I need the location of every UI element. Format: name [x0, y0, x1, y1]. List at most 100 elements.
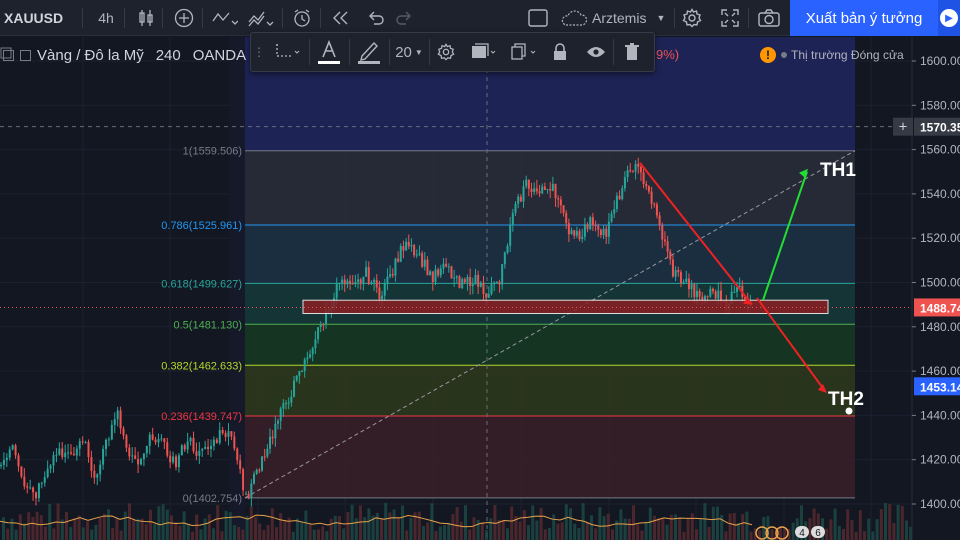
volume-bar: [115, 518, 119, 540]
fullscreen-icon[interactable]: [716, 0, 744, 36]
candle-body: [501, 264, 504, 285]
volume-bar: [191, 531, 194, 540]
play-button[interactable]: ▶: [938, 0, 960, 36]
arrow-head: [818, 384, 827, 394]
text-color-button[interactable]: [311, 33, 347, 71]
candle-body: [391, 274, 394, 276]
volume-bar: [623, 518, 627, 540]
volume-bar: [669, 514, 673, 540]
candle-body: [269, 436, 272, 449]
candle-body: [445, 263, 448, 267]
volume-bar: [220, 531, 224, 540]
candle-body: [131, 455, 134, 457]
line-color-button[interactable]: [351, 33, 387, 71]
volume-bar: [186, 523, 190, 540]
price-tick-label: 1560.00: [920, 143, 960, 157]
volume-bar: [39, 515, 43, 540]
cloud-icon: [561, 10, 588, 26]
volume-bar: [342, 528, 346, 540]
volume-bar: [611, 529, 614, 540]
candle-body: [285, 403, 288, 405]
candle-body: [738, 285, 741, 288]
template-button[interactable]: [463, 33, 503, 71]
candle-body: [490, 284, 493, 294]
price-tick-label: 1600.00: [920, 54, 960, 68]
candle-body: [341, 279, 344, 283]
volume-bar: [472, 517, 476, 540]
compare-icon[interactable]: [244, 0, 278, 36]
alert-clock-icon[interactable]: [288, 0, 316, 36]
candle-body: [581, 236, 584, 240]
trash-icon[interactable]: [617, 33, 647, 71]
candle-body: [78, 441, 81, 449]
layout-icon[interactable]: [524, 0, 552, 36]
candle-body: [570, 230, 573, 235]
candle-body: [215, 439, 218, 443]
candle-body: [277, 420, 280, 424]
user-name: Arztemis: [592, 10, 647, 26]
candle-body: [421, 253, 424, 267]
candle-body: [142, 453, 145, 460]
candle-body: [99, 464, 102, 475]
volume-bar: [724, 531, 728, 540]
volume-bar: [392, 509, 396, 540]
warning-icon[interactable]: !: [760, 47, 776, 63]
candle-body: [26, 486, 29, 488]
volume-bar: [333, 515, 337, 540]
toolbar-divider: [320, 8, 321, 28]
line-style-button[interactable]: [267, 33, 307, 71]
volume-bar: [157, 506, 161, 540]
interval-button[interactable]: 4h: [98, 10, 114, 26]
price-tick-label: 1540.00: [920, 187, 960, 201]
volume-bar: [619, 509, 623, 540]
candle-body: [373, 279, 376, 283]
settings-gear-icon[interactable]: [431, 33, 461, 71]
candle-body: [166, 442, 169, 456]
redo-icon[interactable]: [390, 0, 418, 36]
candle-body: [266, 448, 269, 457]
candle-body: [434, 269, 437, 282]
candle-body: [623, 177, 626, 189]
clone-button[interactable]: [503, 33, 543, 71]
undo-icon[interactable]: [362, 0, 390, 36]
candle-body: [453, 277, 456, 279]
drag-handle-icon[interactable]: ⋮: [253, 45, 265, 59]
replay-icon[interactable]: [326, 0, 354, 36]
event-marker-icon: [765, 526, 779, 540]
price-chart[interactable]: 1(1559.506) 0.786(1525.961) 0.618(1499.627…: [0, 37, 960, 540]
font-size-select[interactable]: 20 ▼: [391, 33, 427, 71]
add-indicator-icon[interactable]: [170, 0, 198, 36]
candle-body: [271, 436, 274, 439]
candle-body: [189, 437, 192, 442]
camera-snapshot-icon[interactable]: [754, 0, 784, 36]
volume-bar: [254, 517, 257, 540]
publish-idea-button[interactable]: Xuất bản ý tưởng: [790, 0, 938, 36]
collapse-box: [0, 47, 12, 59]
symbol-search-button[interactable]: XAUUSD: [4, 10, 64, 26]
visibility-eye-icon[interactable]: [581, 33, 611, 71]
candle-body: [148, 434, 151, 446]
price-tick-label: 1500.00: [920, 276, 960, 290]
lock-icon[interactable]: [545, 33, 575, 71]
volume-bar: [245, 515, 249, 540]
volume-bar: [451, 514, 455, 540]
settings-gear-icon[interactable]: [678, 0, 706, 36]
volume-bar: [909, 526, 913, 540]
user-cloud-button[interactable]: Arztemis ▼: [560, 0, 680, 36]
candle-body: [137, 458, 140, 465]
arrow-head: [799, 168, 808, 178]
volume-bar: [279, 513, 283, 540]
indicators-icon[interactable]: [208, 0, 242, 36]
candle-body: [642, 172, 645, 185]
candles-style-icon[interactable]: [132, 0, 160, 36]
volume-bar: [287, 517, 291, 540]
candle-body: [140, 459, 142, 465]
volume-bar: [388, 512, 392, 540]
volume-bar: [787, 528, 791, 540]
candle-body: [359, 279, 362, 284]
candle-body: [562, 205, 565, 213]
candle-body: [381, 295, 384, 300]
collapse-toggle-icon[interactable]: [3, 49, 14, 61]
volume-bar: [489, 518, 493, 540]
candle-body: [87, 442, 90, 458]
